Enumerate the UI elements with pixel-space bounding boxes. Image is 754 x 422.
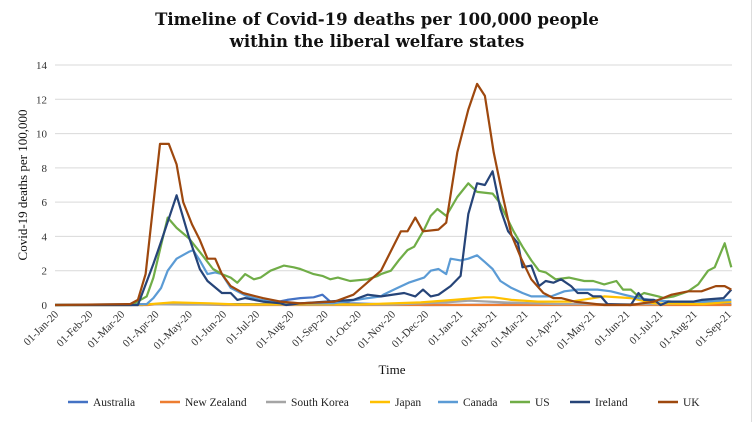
legend-label: UK [683, 397, 700, 409]
series-line-uk [54, 82, 732, 307]
y-tick-label: 0 [42, 300, 48, 312]
x-tick-label: 01-Aug-21 [657, 309, 700, 352]
legend-item-uk: UK [658, 397, 700, 409]
legend-item-new-zealand: New Zealand [160, 397, 247, 409]
legend-label: New Zealand [185, 397, 247, 409]
legend-item-australia: Australia [68, 397, 135, 409]
legend-label: Japan [395, 397, 421, 409]
chart-title-line-2: within the liberal welfare states [229, 32, 525, 51]
x-tick-label: 01-Dec-20 [390, 308, 432, 350]
x-axis-label: Time [379, 362, 406, 377]
image-border [751, 0, 752, 422]
series-lines [54, 82, 733, 307]
series-line-canada [54, 249, 732, 307]
legend-label: Australia [93, 397, 135, 409]
legend-label: Canada [463, 397, 497, 409]
series-line-ireland [55, 170, 733, 307]
legend-item-south-korea: South Korea [266, 397, 349, 409]
series-line-japan [54, 295, 732, 307]
chart-title-line-1: Timeline of Covid-19 deaths per 100,000 … [155, 10, 599, 29]
x-tick-label: 01-Sep-21 [693, 309, 734, 350]
legend-label: Ireland [595, 397, 628, 409]
legend-label: US [535, 397, 550, 409]
y-tick-label: 10 [36, 129, 48, 141]
y-axis-ticks: 0 2 4 6 8 10 12 14 [36, 60, 48, 312]
y-tick-label: 4 [42, 231, 48, 243]
legend-item-canada: Canada [438, 397, 497, 409]
y-tick-label: 14 [36, 60, 48, 72]
legend-item-us: US [510, 397, 550, 409]
y-tick-label: 8 [42, 163, 48, 175]
y-axis-label: Covid-19 deaths per 100,000 [15, 110, 30, 261]
legend-item-ireland: Ireland [570, 397, 628, 409]
legend: Australia New Zealand South Korea Japan Cana… [68, 397, 700, 409]
legend-item-japan: Japan [370, 397, 421, 409]
series-line-us [55, 182, 733, 307]
y-tick-label: 12 [36, 94, 47, 106]
x-tick-label: 01-Jun-20 [189, 308, 229, 348]
y-tick-label: 2 [42, 266, 48, 278]
x-axis-ticks: 01-Jan-2001-Feb-2001-Mar-2001-Apr-2001-M… [22, 308, 735, 352]
x-tick-label: 01-Jun-21 [592, 309, 632, 349]
y-tick-label: 6 [42, 197, 48, 209]
x-tick-label: 01-Aug-20 [254, 308, 297, 351]
legend-label: South Korea [291, 397, 349, 409]
